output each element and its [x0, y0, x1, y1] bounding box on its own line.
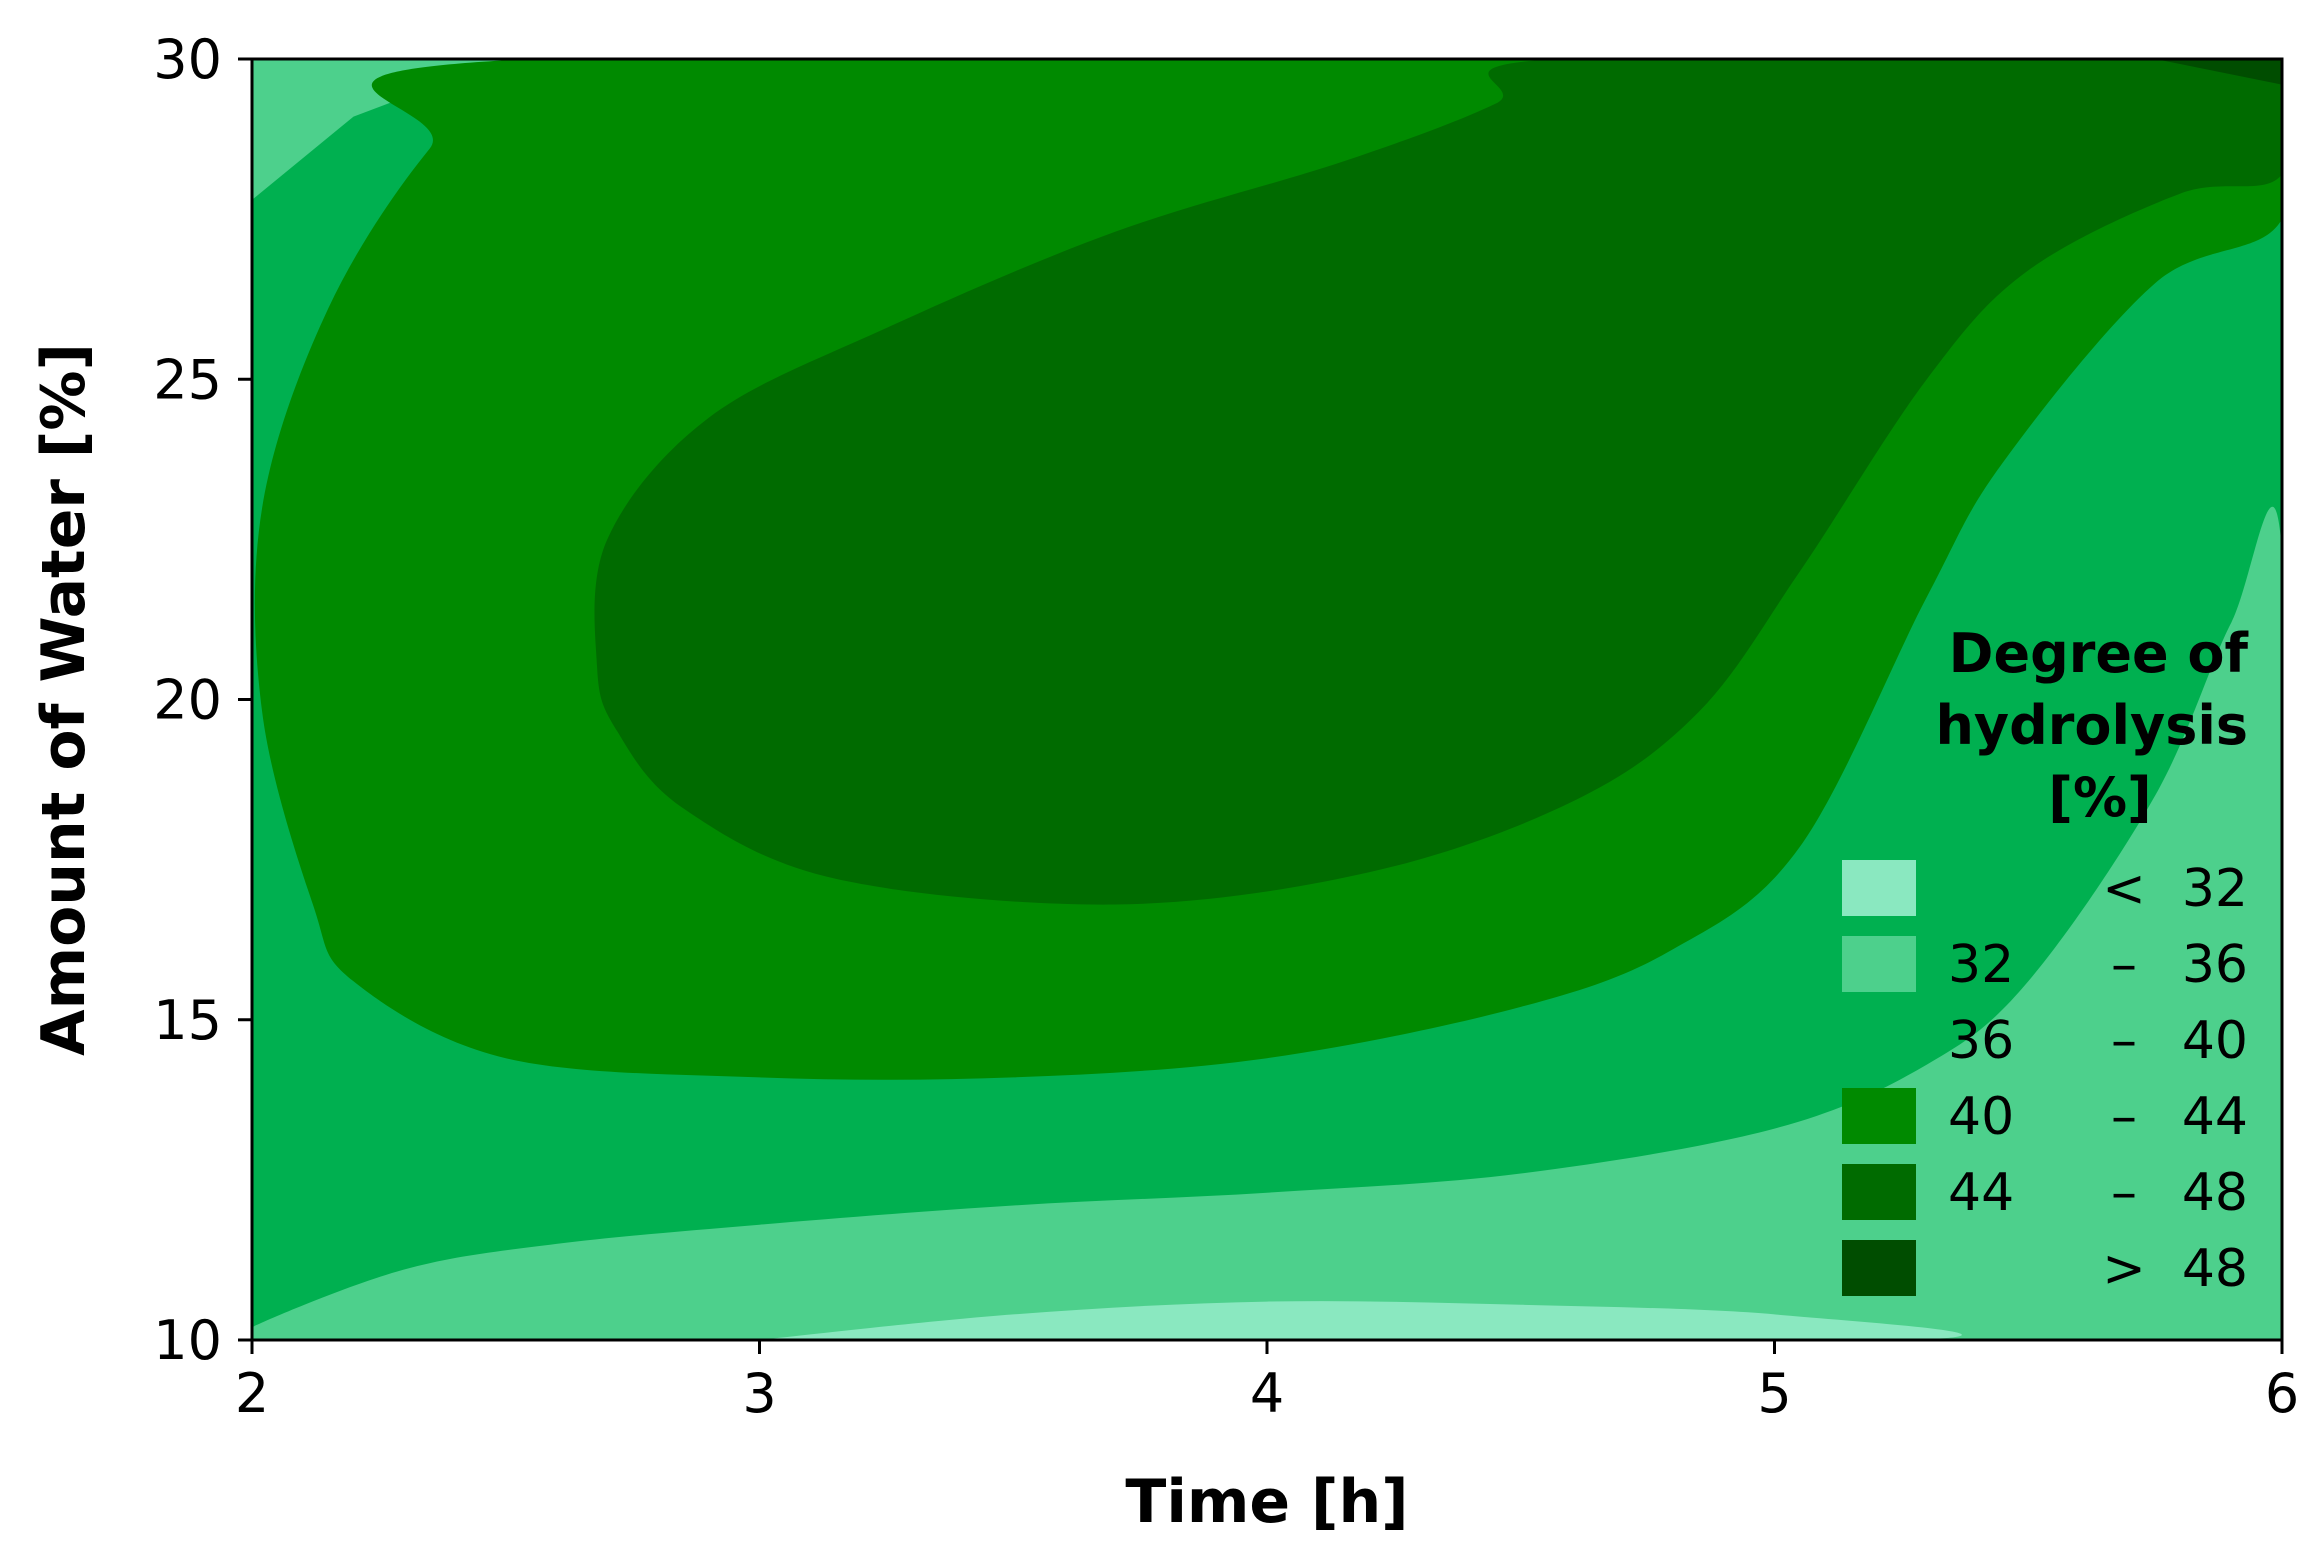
contour-region [252, 506, 2282, 1340]
x-tick-label: 5 [1757, 1362, 1791, 1425]
y-tick-label: 25 [153, 348, 222, 411]
legend-range-high: 48 [2182, 1239, 2248, 1299]
legend-range-low: 40 [1948, 1087, 2014, 1147]
legend-range-separator: – [2111, 1087, 2137, 1147]
y-tick-label: 15 [153, 989, 222, 1052]
legend-swatch [1842, 860, 1916, 916]
legend-range-separator: – [2111, 935, 2137, 995]
y-tick-label: 30 [153, 28, 222, 91]
legend-range-separator: < [2102, 859, 2146, 919]
legend-title-line: [%] [2048, 766, 2151, 829]
legend-swatch [1842, 1012, 1916, 1068]
x-tick-label: 6 [2265, 1362, 2299, 1425]
legend-range-high: 40 [2182, 1011, 2248, 1071]
legend-range-separator: > [2102, 1239, 2146, 1299]
contour-region [2155, 59, 2282, 85]
contour-region [759, 1301, 1962, 1340]
contour-region [594, 59, 2282, 905]
y-tick-label: 10 [153, 1309, 222, 1372]
x-axis: 2 3 4 5 6 [235, 1340, 2299, 1425]
legend-range-high: 36 [2182, 935, 2248, 995]
legend-range-separator: – [2111, 1011, 2137, 1071]
legend-range-low: 32 [1948, 935, 2014, 995]
x-tick-label: 3 [742, 1362, 776, 1425]
x-tick-label: 2 [235, 1362, 269, 1425]
y-tick-label: 20 [153, 669, 222, 732]
legend-swatch [1842, 1164, 1916, 1220]
legend-range-high: 44 [2182, 1087, 2248, 1147]
legend-range-high: 48 [2182, 1163, 2248, 1223]
legend-swatch [1842, 936, 1916, 992]
x-axis-label: Time [h] [1125, 1467, 1408, 1537]
contour-region [252, 59, 506, 200]
legend-swatch [1842, 1088, 1916, 1144]
legend-swatch [1842, 1240, 1916, 1296]
x-tick-label: 4 [1250, 1362, 1284, 1425]
contour-regions [252, 59, 2282, 1340]
legend-range-low: 44 [1948, 1163, 2014, 1223]
y-axis-label: Amount of Water [%] [29, 343, 99, 1056]
legend-title-line: hydrolysis [1935, 694, 2248, 757]
y-axis: 10 15 20 25 30 [153, 28, 252, 1372]
legend-range-low: 36 [1948, 1011, 2014, 1071]
legend-title-line: Degree of [1949, 622, 2249, 685]
legend-range-high: 32 [2182, 859, 2248, 919]
legend-range-separator: – [2111, 1163, 2137, 1223]
